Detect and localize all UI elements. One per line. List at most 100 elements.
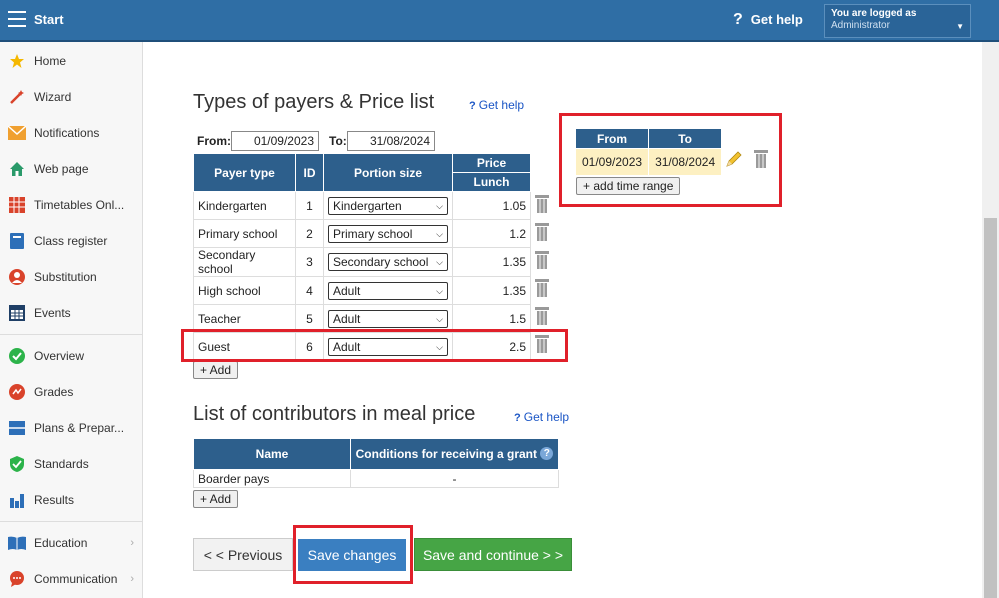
from-date-input[interactable]: 01/09/2023 [231, 131, 319, 151]
portion-size-value: Kindergarten [333, 198, 402, 213]
price-cell[interactable]: 1.35 [452, 247, 531, 277]
sidebar-item-label: Wizard [34, 90, 72, 104]
sidebar-item-communication[interactable]: Communication › [0, 561, 142, 597]
pencil-icon[interactable] [724, 149, 744, 172]
table-row[interactable]: 01/09/2023 31/08/2024 [574, 148, 723, 176]
house-icon [8, 160, 26, 178]
to-date-input[interactable]: 31/08/2024 [347, 131, 435, 151]
grade-icon [8, 383, 26, 401]
sidebar-item-events[interactable]: Events [0, 295, 142, 331]
column-header-price: Price [452, 153, 531, 173]
trash-icon[interactable] [535, 307, 549, 325]
sidebar-item-web-page[interactable]: Web page [0, 151, 142, 187]
chevron-down-icon: ⌵ [436, 257, 443, 267]
login-caption: You are logged as [831, 8, 917, 19]
column-header-from: From [574, 128, 650, 149]
sidebar-item-class-register[interactable]: Class register [0, 223, 142, 259]
shield-icon [8, 455, 26, 473]
id-cell: 5 [295, 304, 324, 333]
portion-size-value: Adult [333, 283, 361, 298]
star-icon [8, 52, 26, 70]
to-label: To: [329, 134, 347, 148]
payer-type-cell: Guest [193, 332, 296, 361]
highlight-guest-row [181, 329, 568, 362]
table-row: Kindergarten 1 Kindergarten ⌵ 1.05 [193, 191, 531, 220]
table-row: Teacher 5 Adult ⌵ 1.5 [193, 304, 531, 333]
user-menu[interactable]: You are logged as Administrator ▼ [824, 4, 971, 38]
sidebar-item-overview[interactable]: Overview [0, 338, 142, 374]
trash-icon[interactable] [535, 251, 549, 269]
column-header-name: Name [193, 438, 351, 470]
sidebar-item-label: Education [34, 536, 88, 550]
help-icon[interactable]: ? [540, 447, 554, 460]
contributors-get-help-link[interactable]: ? Get help [514, 410, 569, 424]
column-header-to: To [648, 128, 723, 149]
portion-size-select[interactable]: Adult ⌵ [328, 337, 448, 356]
trash-icon[interactable] [535, 335, 549, 353]
sidebar-item-substitution[interactable]: Substitution [0, 259, 142, 295]
chevron-right-icon: › [130, 573, 134, 585]
payer-type-cell: Primary school [193, 219, 296, 248]
save-and-continue-button[interactable]: Save and continue > > [414, 538, 572, 571]
sidebar-item-label: Home [34, 54, 67, 68]
chevron-down-icon: ⌵ [436, 313, 443, 324]
previous-button[interactable]: < < Previous [193, 538, 293, 571]
trash-icon[interactable] [535, 223, 549, 241]
sidebar-item-standards[interactable]: Standards [0, 446, 142, 482]
add-time-range-button[interactable]: + add time range [576, 177, 681, 195]
sidebar-item-results[interactable]: Results [0, 482, 142, 518]
price-cell[interactable]: 1.2 [452, 219, 531, 248]
calendar-icon [8, 304, 26, 322]
range-from-cell: 01/09/2023 [574, 148, 650, 176]
contributor-name-cell: Boarder pays [193, 469, 351, 488]
add-payer-button[interactable]: + Add [193, 361, 239, 379]
trash-icon[interactable] [535, 279, 549, 297]
get-help-link[interactable]: ? Get help [733, 11, 803, 29]
payers-get-help-link[interactable]: ? Get help [469, 98, 524, 112]
hamburger-menu-icon[interactable] [8, 11, 26, 27]
sidebar-item-label: Timetables Onl... [34, 198, 125, 212]
column-header-conditions: Conditions for receiving a grant ? [350, 438, 559, 470]
sidebar-item-wizard[interactable]: Wizard [0, 79, 142, 115]
trash-icon[interactable] [535, 195, 549, 213]
trash-icon[interactable] [754, 150, 768, 168]
bar-chart-icon [8, 491, 26, 509]
save-changes-button[interactable]: Save changes [298, 539, 406, 571]
chevron-down-icon: ⌵ [436, 228, 443, 239]
id-cell: 3 [295, 247, 324, 277]
portion-size-select[interactable]: Kindergarten ⌵ [328, 196, 448, 215]
sidebar-item-education[interactable]: Education › [0, 525, 142, 561]
from-label: From: [197, 134, 231, 148]
sidebar-item-label: Class register [34, 234, 108, 248]
chevron-down-icon: ⌵ [436, 341, 443, 352]
contributors-table: Name Conditions for receiving a grant ? … [193, 438, 559, 488]
scrollbar-thumb[interactable] [984, 218, 997, 598]
app-title[interactable]: Start [34, 12, 64, 27]
contributors-section-title: List of contributors in meal price [193, 403, 476, 425]
sidebar-item-label: Standards [34, 457, 89, 471]
sidebar-item-timetables[interactable]: Timetables Onl... [0, 187, 142, 223]
portion-size-value: Secondary school [333, 255, 429, 269]
price-cell[interactable]: 1.05 [452, 191, 531, 220]
sidebar-item-notifications[interactable]: Notifications [0, 115, 142, 151]
portion-size-select[interactable]: Secondary school ⌵ [328, 253, 448, 271]
payer-type-cell: Secondary school [193, 247, 296, 277]
sidebar-item-plans[interactable]: Plans & Prepar... [0, 410, 142, 446]
sidebar-item-home[interactable]: Home [0, 43, 142, 79]
price-cell[interactable]: 1.35 [452, 276, 531, 305]
book-icon [8, 232, 26, 250]
portion-size-select[interactable]: Primary school ⌵ [328, 224, 448, 243]
portion-size-select[interactable]: Adult ⌵ [328, 281, 448, 300]
id-cell: 4 [295, 276, 324, 305]
sidebar-item-label: Plans & Prepar... [34, 421, 125, 435]
person-icon [8, 268, 26, 286]
sidebar-item-label: Notifications [34, 126, 100, 140]
column-header-payer-type: Payer type [193, 153, 296, 192]
sidebar-divider [0, 521, 142, 522]
sidebar-item-grades[interactable]: Grades [0, 374, 142, 410]
payer-type-cell: Kindergarten [193, 191, 296, 220]
portion-size-select[interactable]: Adult ⌵ [328, 309, 448, 328]
add-contributor-button[interactable]: + Add [193, 490, 239, 508]
price-cell[interactable]: 1.5 [452, 304, 531, 333]
column-header-portion-size: Portion size [323, 153, 453, 192]
